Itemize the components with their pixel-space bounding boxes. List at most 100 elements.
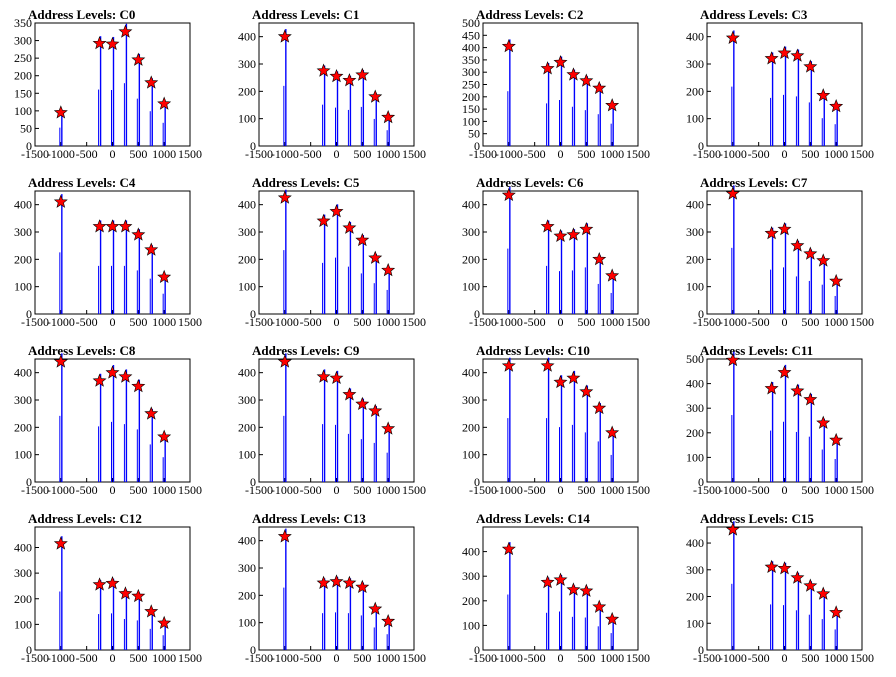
x-tick-label: 1500 [626, 147, 650, 161]
star-marker [829, 605, 844, 619]
y-tick-label: 200 [14, 252, 32, 266]
y-tick-label: 100 [238, 280, 256, 294]
chart-panel: Address Levels: C4 0 100 200 300 400 -1500-100… [14, 175, 202, 329]
x-tick-label: 1000 [600, 147, 624, 161]
y-tick-label: 250 [14, 51, 32, 65]
y-tick-label: 100 [462, 114, 480, 128]
y-tick-label: 0 [250, 475, 256, 489]
star-marker [725, 30, 740, 44]
x-tick-label: -1500 [693, 651, 721, 665]
y-tick-label: 150 [462, 102, 480, 116]
chart-panel: Address Levels: C8 0 100 200 300 400 -1500-100… [14, 343, 202, 497]
chart-panel: Address Levels: C0 0 50 100 150 200 250 300 350 -… [14, 7, 202, 161]
x-tick-label: 1000 [824, 315, 848, 329]
star-marker [592, 252, 607, 266]
y-tick-label: 0 [250, 307, 256, 321]
x-tick-label: 0 [110, 315, 116, 329]
star-marker [553, 228, 568, 243]
y-tick-label: 400 [238, 198, 256, 212]
star-marker [501, 358, 516, 372]
y-tick-label: 350 [14, 16, 32, 30]
plot-frame [482, 526, 639, 651]
chart-panel: Address Levels: C14 0 100 200 300 400 -1500-10… [462, 511, 650, 665]
star-marker [355, 67, 370, 81]
x-tick-label: 1000 [824, 483, 848, 497]
x-tick-label: 0 [110, 651, 116, 665]
star-marker [829, 432, 844, 447]
x-tick-label: -1000 [719, 651, 747, 665]
x-tick-label: 1500 [626, 315, 650, 329]
x-tick-label: 1000 [152, 315, 176, 329]
star-marker [368, 89, 383, 103]
x-tick-label: -500 [524, 315, 546, 329]
x-tick-label: -1000 [495, 483, 523, 497]
x-tick-label: -1000 [719, 483, 747, 497]
x-tick-label: 1500 [178, 483, 202, 497]
y-tick-label: 200 [14, 69, 32, 83]
plot-frame [706, 358, 863, 483]
star-marker [131, 227, 146, 241]
star-marker [157, 429, 172, 443]
y-tick-label: 100 [686, 450, 704, 464]
x-tick-label: 1000 [376, 483, 400, 497]
chart-title: Address Levels: C5 [252, 175, 360, 190]
y-tick-label: 0 [698, 139, 704, 153]
star-marker [381, 613, 396, 628]
star-marker [777, 45, 792, 60]
star-marker [53, 354, 68, 368]
x-tick-label: 0 [782, 147, 788, 161]
star-marker [368, 250, 383, 264]
chart-title: Address Levels: C2 [476, 7, 583, 22]
star-marker [816, 415, 831, 429]
chart-title: Address Levels: C13 [252, 511, 366, 526]
x-tick-label: 0 [334, 147, 340, 161]
x-tick-label: -1000 [271, 651, 299, 665]
x-tick-label: 500 [129, 651, 147, 665]
y-tick-label: 200 [686, 590, 704, 604]
x-tick-label: -500 [300, 315, 322, 329]
star-marker [579, 583, 594, 597]
chart-title: Address Levels: C1 [252, 7, 359, 22]
star-marker [592, 599, 607, 613]
x-tick-label: -500 [76, 483, 98, 497]
x-tick-label: 1500 [850, 651, 874, 665]
star-marker [566, 227, 581, 241]
star-marker [816, 586, 831, 600]
x-tick-label: 0 [334, 651, 340, 665]
chart-title: Address Levels: C0 [28, 7, 135, 22]
x-tick-label: 1500 [850, 147, 874, 161]
x-tick-label: -1500 [245, 315, 273, 329]
y-tick-label: 400 [462, 545, 480, 559]
x-tick-label: 1500 [626, 483, 650, 497]
star-marker [92, 36, 107, 50]
star-marker [605, 98, 620, 112]
star-marker [501, 39, 516, 53]
y-tick-label: 400 [462, 198, 480, 212]
y-tick-label: 200 [238, 420, 256, 434]
x-tick-label: 1000 [824, 147, 848, 161]
y-tick-label: 300 [238, 225, 256, 239]
x-tick-label: -500 [76, 147, 98, 161]
star-marker [157, 269, 172, 284]
star-marker [579, 221, 594, 236]
x-tick-label: -500 [300, 483, 322, 497]
star-marker [131, 379, 146, 393]
x-tick-label: 0 [782, 483, 788, 497]
star-marker [540, 358, 555, 372]
y-tick-label: 300 [238, 393, 256, 407]
star-marker [277, 354, 292, 368]
star-marker [725, 522, 740, 536]
y-tick-label: 100 [238, 616, 256, 630]
x-tick-label: -500 [748, 147, 770, 161]
y-tick-label: 200 [686, 84, 704, 98]
chart-panel: Address Levels: C3 0 100 200 300 400 -1500-100… [686, 7, 874, 161]
y-tick-label: 150 [14, 86, 32, 100]
x-tick-label: -1500 [21, 315, 49, 329]
star-marker [579, 73, 594, 87]
star-marker [53, 105, 68, 119]
x-tick-label: -1000 [47, 651, 75, 665]
x-tick-label: 500 [801, 147, 819, 161]
plot-frame [258, 526, 415, 651]
x-tick-label: 500 [577, 483, 595, 497]
